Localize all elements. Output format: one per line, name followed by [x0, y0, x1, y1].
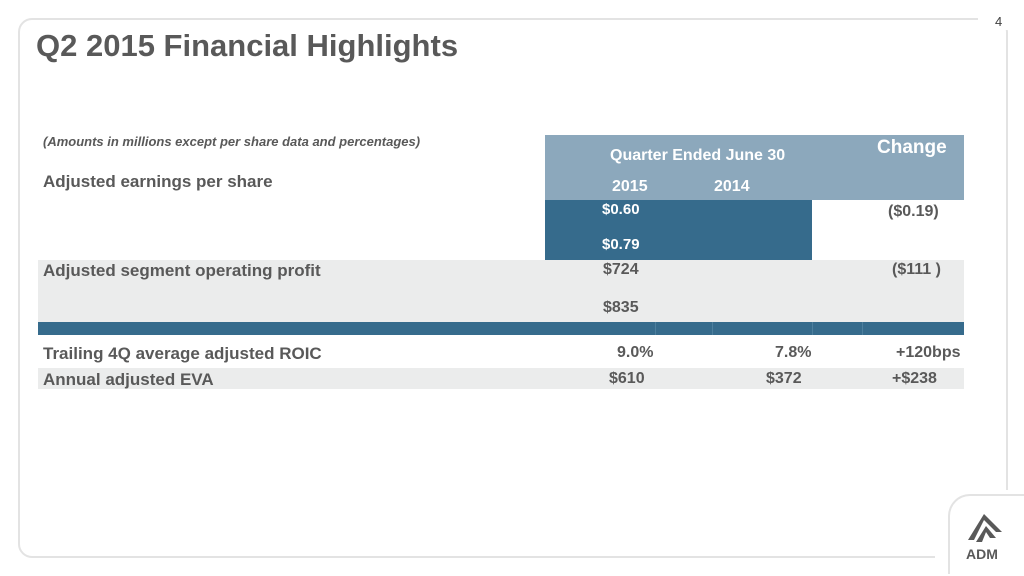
eps-2014-value: $0.79 — [602, 236, 640, 253]
eva-row-background — [38, 368, 964, 389]
change-header: Change — [877, 137, 947, 158]
divider-tick — [655, 322, 656, 335]
year-2014-header: 2014 — [714, 178, 750, 195]
eps-change-value: ($0.19) — [888, 203, 939, 220]
slide-title: Q2 2015 Financial Highlights — [36, 28, 459, 63]
adm-logo-icon — [968, 514, 1002, 542]
slide-frame — [18, 18, 1008, 558]
roic-2014-value: 7.8% — [775, 344, 812, 361]
logo-corner-arc — [948, 494, 1024, 574]
sop-change-value: ($111 ) — [892, 261, 941, 278]
sop-2014-value: $835 — [603, 299, 639, 316]
sop-2015-value: $724 — [603, 261, 639, 278]
eva-change-value: +$238 — [892, 370, 937, 387]
adm-logo-text: ADM — [966, 546, 998, 562]
page-number: 4 — [995, 14, 1003, 29]
divider-tick — [862, 322, 863, 335]
roic-2015-value: 9.0% — [617, 344, 654, 361]
year-2015-header: 2015 — [612, 178, 648, 195]
row-label-segment-operating-profit: Adjusted segment operating profit — [43, 261, 321, 280]
row-label-adjusted-eps: Adjusted earnings per share — [43, 172, 273, 191]
row-label-eva: Annual adjusted EVA — [43, 370, 214, 389]
sop-row-background — [38, 260, 964, 322]
eps-2015-value: $0.60 — [602, 201, 640, 218]
roic-change-value: +120bps — [896, 344, 961, 361]
table-header-background — [545, 135, 964, 200]
row-label-roic: Trailing 4Q average adjusted ROIC — [43, 344, 322, 363]
quarter-header: Quarter Ended June 30 — [610, 147, 786, 164]
divider-tick — [812, 322, 813, 335]
eva-2014-value: $372 — [766, 370, 802, 387]
eva-2015-value: $610 — [609, 370, 645, 387]
divider-tick — [712, 322, 713, 335]
eps-value-block — [545, 200, 812, 260]
divider-band — [38, 322, 964, 335]
frame-gap-top-right — [978, 8, 1018, 30]
amounts-note: (Amounts in millions except per share da… — [43, 134, 421, 149]
